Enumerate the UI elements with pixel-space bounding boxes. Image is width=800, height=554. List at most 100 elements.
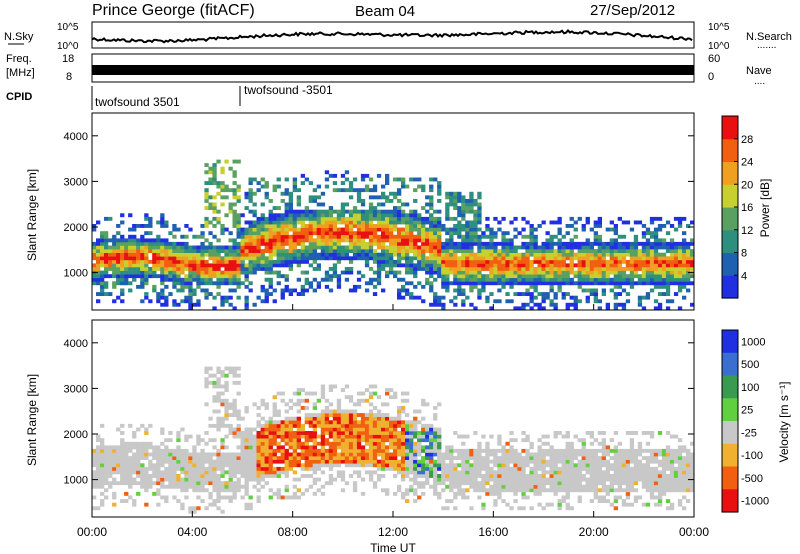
- heatmap-cell: [164, 295, 169, 300]
- heatmap-cell: [445, 499, 450, 503]
- heatmap-cell: [284, 274, 289, 279]
- heatmap-cell: [128, 259, 133, 264]
- heatmap-cell: [148, 481, 153, 486]
- heatmap-cell: [268, 466, 273, 471]
- heatmap-cell: [120, 281, 125, 286]
- heatmap-cell: [505, 231, 510, 236]
- heatmap-cell: [168, 267, 173, 271]
- heatmap-cell: [597, 216, 602, 221]
- heatmap-cell: [344, 409, 350, 414]
- heatmap-cell: [352, 423, 358, 428]
- heatmap-cell: [473, 463, 478, 468]
- heatmap-cell: [405, 263, 410, 268]
- heatmap-cell: [505, 463, 510, 468]
- heatmap-cell: [220, 166, 225, 171]
- heatmap-cell: [284, 423, 289, 428]
- heatmap-cell: [485, 224, 490, 228]
- heatmap-cell: [228, 259, 233, 264]
- heatmap-cell: [312, 391, 317, 396]
- heatmap-cell: [525, 267, 530, 271]
- heatmap-cell: [409, 281, 414, 286]
- heatmap-cell: [328, 409, 334, 414]
- heatmap-cell: [332, 267, 338, 271]
- heatmap-cell: [597, 263, 602, 268]
- heatmap-cell: [417, 431, 422, 435]
- heatmap-cell: [204, 441, 209, 446]
- heatmap-cell: [276, 224, 281, 228]
- heatmap-cell: [156, 452, 161, 457]
- heatmap-cell: [445, 477, 450, 482]
- heatmap-cell: [348, 398, 354, 403]
- heatmap-cell: [332, 241, 338, 246]
- heatmap-cell: [112, 263, 117, 268]
- heatmap-cell: [549, 284, 554, 289]
- heatmap-cell: [336, 241, 342, 246]
- heatmap-cell: [288, 256, 293, 261]
- heatmap-cell: [232, 256, 237, 261]
- heatmap-cell: [296, 241, 301, 246]
- heatmap-cell: [557, 241, 562, 246]
- heatmap-cell: [164, 484, 169, 489]
- heatmap-cell: [276, 423, 281, 428]
- heatmap-cell: [517, 277, 522, 282]
- heatmap-cell: [248, 249, 253, 253]
- heatmap-cell: [665, 281, 671, 286]
- heatmap-cell: [232, 202, 237, 207]
- heatmap-cell: [256, 267, 261, 271]
- heatmap-cell: [501, 284, 506, 289]
- heatmap-cell: [376, 409, 382, 414]
- heatmap-cell: [413, 270, 418, 275]
- heatmap-cell: [461, 448, 466, 453]
- heatmap-cell: [613, 238, 618, 243]
- heatmap-cell: [437, 474, 442, 478]
- heatmap-cell: [501, 484, 506, 489]
- heatmap-cell: [328, 452, 334, 457]
- heatmap-cell: [96, 448, 101, 453]
- heatmap-cell: [613, 267, 618, 271]
- heatmap-cell: [320, 452, 326, 457]
- heatmap-cell: [617, 302, 622, 307]
- heatmap-cell: [669, 263, 675, 268]
- heatmap-cell: [276, 281, 281, 286]
- heatmap-cell: [348, 448, 354, 453]
- heatmap-cell: [461, 259, 466, 264]
- heatmap-cell: [429, 256, 434, 261]
- heatmap-cell: [216, 427, 221, 432]
- heatmap-cell: [533, 474, 538, 478]
- heatmap-cell: [401, 177, 406, 182]
- heatmap-cell: [132, 274, 137, 279]
- heatmap-cell: [433, 299, 438, 304]
- heatmap-cell: [360, 231, 366, 236]
- heatmap-cell: [164, 448, 169, 453]
- heatmap-cell: [308, 445, 313, 450]
- heatmap-cell: [505, 252, 510, 257]
- heatmap-cell: [372, 434, 378, 439]
- heatmap-cell: [513, 484, 518, 489]
- heatmap-cell: [156, 241, 161, 246]
- heatmap-cell: [549, 299, 554, 304]
- heatmap-cell: [521, 227, 526, 232]
- heatmap-cell: [320, 459, 326, 464]
- heatmap-cell: [545, 448, 550, 453]
- heatmap-cell: [593, 299, 598, 304]
- heatmap-cell: [100, 477, 105, 482]
- heatmap-cell: [577, 267, 582, 271]
- heatmap-cell: [220, 256, 225, 261]
- heatmap-cell: [397, 188, 402, 193]
- heatmap-cell: [445, 202, 450, 207]
- heatmap-cell: [569, 252, 574, 257]
- heatmap-cell: [332, 434, 338, 439]
- heatmap-cell: [320, 220, 326, 225]
- heatmap-cell: [649, 234, 655, 239]
- heatmap-cell: [673, 227, 679, 232]
- heatmap-cell: [397, 227, 402, 232]
- heatmap-cell: [364, 398, 370, 403]
- heatmap-cell: [485, 441, 490, 446]
- heatmap-cell: [385, 238, 390, 243]
- heatmap-cell: [393, 391, 398, 396]
- heatmap-cell: [268, 474, 273, 478]
- heatmap-cell: [292, 177, 297, 182]
- heatmap-cell: [288, 195, 293, 200]
- heatmap-cell: [477, 288, 482, 293]
